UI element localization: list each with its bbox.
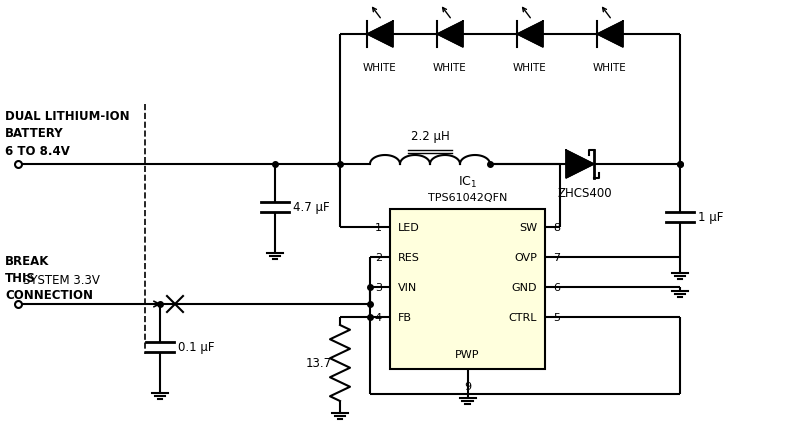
Text: 1 μF: 1 μF <box>698 210 723 224</box>
Text: 6 TO 8.4V: 6 TO 8.4V <box>5 145 70 158</box>
Text: THIS: THIS <box>5 271 36 284</box>
Text: CTRL: CTRL <box>509 312 537 322</box>
Text: IC$_1$: IC$_1$ <box>458 174 477 189</box>
Text: FB: FB <box>398 312 412 322</box>
Text: LED: LED <box>398 222 420 233</box>
Text: 6: 6 <box>553 282 560 292</box>
Polygon shape <box>437 22 463 48</box>
Text: RES: RES <box>398 253 420 262</box>
Text: GND: GND <box>511 282 537 292</box>
Text: WHITE: WHITE <box>433 63 467 73</box>
Polygon shape <box>566 151 594 178</box>
Polygon shape <box>597 22 623 48</box>
Text: SW: SW <box>519 222 537 233</box>
Text: SYSTEM 3.3V: SYSTEM 3.3V <box>23 273 100 286</box>
Text: PWP: PWP <box>455 349 480 359</box>
Text: DUAL LITHIUM-ION: DUAL LITHIUM-ION <box>5 110 130 123</box>
Text: CONNECTION: CONNECTION <box>5 288 93 301</box>
Text: BATTERY: BATTERY <box>5 127 64 140</box>
Text: 5: 5 <box>553 312 560 322</box>
Text: 0.1 μF: 0.1 μF <box>178 340 214 353</box>
Text: 13.7: 13.7 <box>306 357 332 370</box>
Text: 7: 7 <box>553 253 560 262</box>
Polygon shape <box>367 22 393 48</box>
Text: WHITE: WHITE <box>593 63 627 73</box>
Text: ZHCS400: ZHCS400 <box>558 187 612 199</box>
Text: 4: 4 <box>375 312 382 322</box>
Text: 4.7 μF: 4.7 μF <box>293 201 330 213</box>
Text: 9: 9 <box>464 381 471 391</box>
Text: 8: 8 <box>553 222 560 233</box>
Polygon shape <box>517 22 543 48</box>
Bar <box>390 210 545 369</box>
Text: 2: 2 <box>375 253 382 262</box>
Text: 3: 3 <box>375 282 382 292</box>
Text: 1: 1 <box>375 222 382 233</box>
Text: VIN: VIN <box>398 282 418 292</box>
Text: WHITE: WHITE <box>363 63 397 73</box>
Text: OVP: OVP <box>514 253 537 262</box>
Text: BREAK: BREAK <box>5 254 50 268</box>
Text: 2.2 μH: 2.2 μH <box>410 130 450 143</box>
Text: WHITE: WHITE <box>513 63 547 73</box>
Text: TPS61042QFN: TPS61042QFN <box>428 193 507 202</box>
